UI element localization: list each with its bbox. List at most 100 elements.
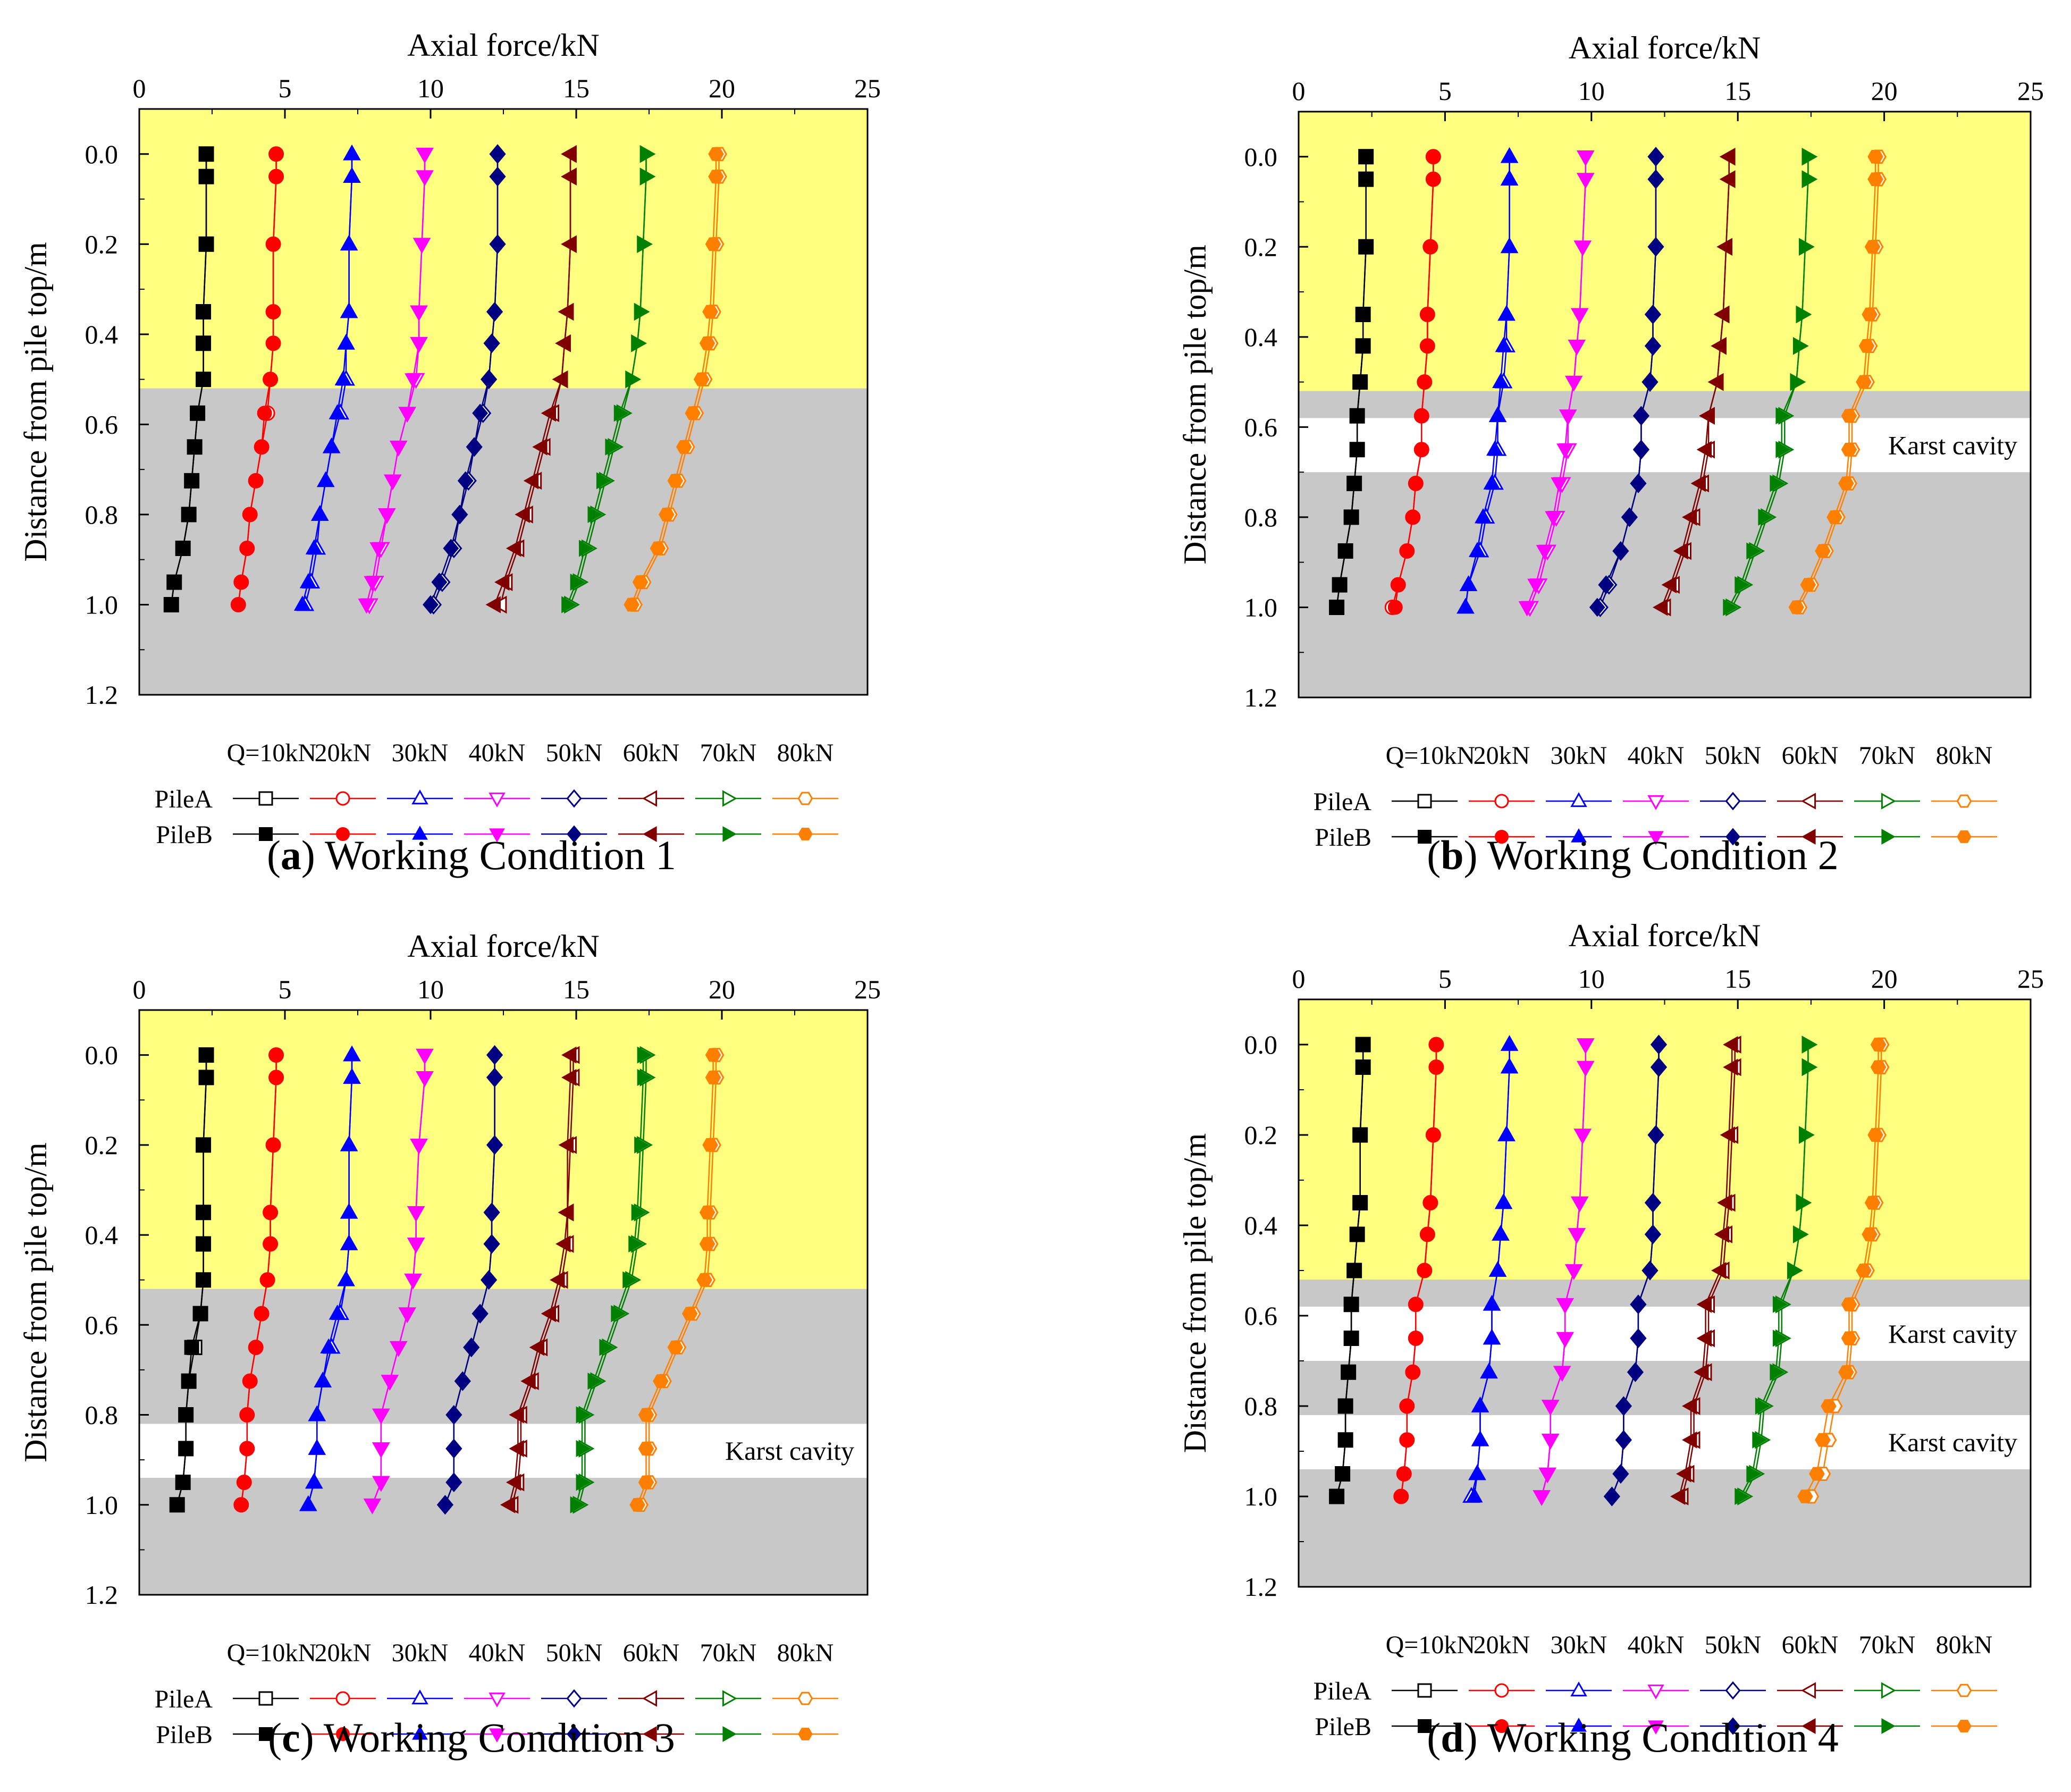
legend-pile-b-marker: [489, 828, 505, 843]
pileB-point: [1356, 1059, 1371, 1075]
pileB-point: [1648, 1125, 1664, 1145]
pileB-point: [1542, 1434, 1559, 1449]
pileB-point: [637, 1069, 653, 1086]
pileB-point: [1553, 1366, 1571, 1382]
caption-part: ) Working Condition 3: [300, 1714, 675, 1761]
y-tick-label: 0.0: [1244, 142, 1278, 172]
pileB-point: [579, 540, 594, 557]
x-tick-label: 25: [854, 73, 881, 103]
pileB-point: [555, 1235, 571, 1253]
pileB-point: [1790, 373, 1806, 391]
pileB-point: [431, 573, 448, 592]
pileB-point: [1801, 148, 1817, 165]
pileB-point: [699, 1205, 715, 1219]
pileB-point: [1417, 1263, 1432, 1278]
legend-load-label: 80kN: [1936, 742, 1993, 770]
pileB-point: [445, 1439, 462, 1458]
legend-load-label: 70kN: [1859, 742, 1916, 770]
pileB-point: [1489, 1261, 1506, 1277]
y-tick-label: 0.2: [1244, 232, 1278, 262]
pileB-point: [1770, 1364, 1785, 1381]
soil-layer: [139, 1010, 868, 1289]
legend-pile-a-label: PileA: [1314, 1677, 1372, 1705]
pileB-point: [1796, 306, 1812, 323]
pileB-point: [1329, 600, 1344, 615]
legend-load-label: 20kN: [1474, 742, 1530, 770]
legend-pile-b-marker: [259, 827, 273, 841]
pileB-point: [1501, 147, 1518, 163]
pileB-point: [1694, 1364, 1709, 1381]
pileB-point: [457, 471, 474, 491]
pileB-point: [268, 1070, 284, 1085]
pileB-point: [1391, 577, 1406, 593]
legend-pile-a-marker: [1570, 1681, 1587, 1697]
pileB-point: [699, 336, 715, 350]
pileB-point: [1589, 598, 1605, 617]
legend-pile-a-marker: [1570, 792, 1587, 807]
legend-load-label: 80kN: [777, 1639, 834, 1667]
pileB-point: [1772, 1330, 1788, 1347]
pileB-point: [1466, 1487, 1483, 1503]
pileB-point: [1864, 1196, 1881, 1210]
series-80kN: [1797, 1037, 1890, 1504]
series-60kN: [500, 1046, 580, 1514]
pileB-point: [1800, 578, 1816, 592]
pileB-point: [1604, 1487, 1620, 1506]
legend-pile-b-marker: [1881, 1718, 1896, 1734]
pileB-point: [587, 506, 603, 523]
pileB-point: [317, 472, 334, 487]
pileB-point: [1723, 1058, 1738, 1076]
y-tick-label: 0.8: [85, 500, 119, 529]
pileB-point: [1492, 373, 1510, 389]
pileB-point: [500, 1496, 516, 1513]
legend-pile-b-marker: [1418, 830, 1432, 844]
legend-load-label: 60kN: [623, 1639, 680, 1667]
pileB-point: [1711, 337, 1727, 355]
series-20kN: [1384, 149, 1441, 615]
legend-load-label: 60kN: [623, 739, 680, 767]
pileB-point: [1352, 1195, 1368, 1210]
pileB-point: [1841, 442, 1857, 457]
pileB-point: [1417, 374, 1432, 390]
legend-load-label: 30kN: [1551, 1631, 1607, 1659]
pileB-point: [1720, 171, 1736, 188]
pileB-point: [466, 437, 483, 457]
pileB-point: [1527, 578, 1545, 594]
pileB-point: [1568, 1228, 1586, 1243]
pileB-point: [257, 406, 272, 421]
pileB-point: [509, 1440, 524, 1458]
legend-pile-a-label: PileA: [1314, 788, 1372, 816]
pileB-point: [1489, 407, 1506, 422]
pileB-point: [372, 1476, 390, 1492]
pileB-point: [233, 575, 249, 590]
pileB-point: [1746, 1465, 1762, 1483]
legend-pile-a-marker: [1647, 795, 1664, 810]
pileB-point: [1841, 1331, 1857, 1345]
series-50kN: [436, 1045, 503, 1515]
pileB-point: [1350, 442, 1365, 457]
pileB-point: [254, 439, 270, 455]
pileB-point: [1815, 544, 1831, 558]
caption-part: ) Working Condition 2: [1464, 832, 1839, 878]
legend-pile-b-marker: [567, 1725, 582, 1743]
legend-load-label: 50kN: [1705, 1631, 1762, 1659]
pileB-point: [561, 1046, 577, 1064]
pileB-point: [696, 1273, 712, 1287]
pileB-point: [268, 169, 284, 184]
pileB-point: [1801, 1058, 1817, 1076]
pileB-point: [1809, 1467, 1825, 1481]
pileB-point: [410, 306, 428, 321]
pileB-point: [1338, 543, 1353, 559]
legend-pile-b-marker: [643, 826, 657, 842]
pileB-point: [708, 147, 724, 161]
pileB-point: [1787, 1261, 1803, 1280]
pileB-point: [1344, 1331, 1359, 1346]
pileB-point: [1717, 1194, 1732, 1212]
pileB-point: [1621, 508, 1638, 527]
pileB-point: [1551, 477, 1568, 493]
pileB-point: [340, 235, 358, 250]
pileB-point: [437, 1495, 453, 1515]
pileB-point: [515, 506, 530, 523]
